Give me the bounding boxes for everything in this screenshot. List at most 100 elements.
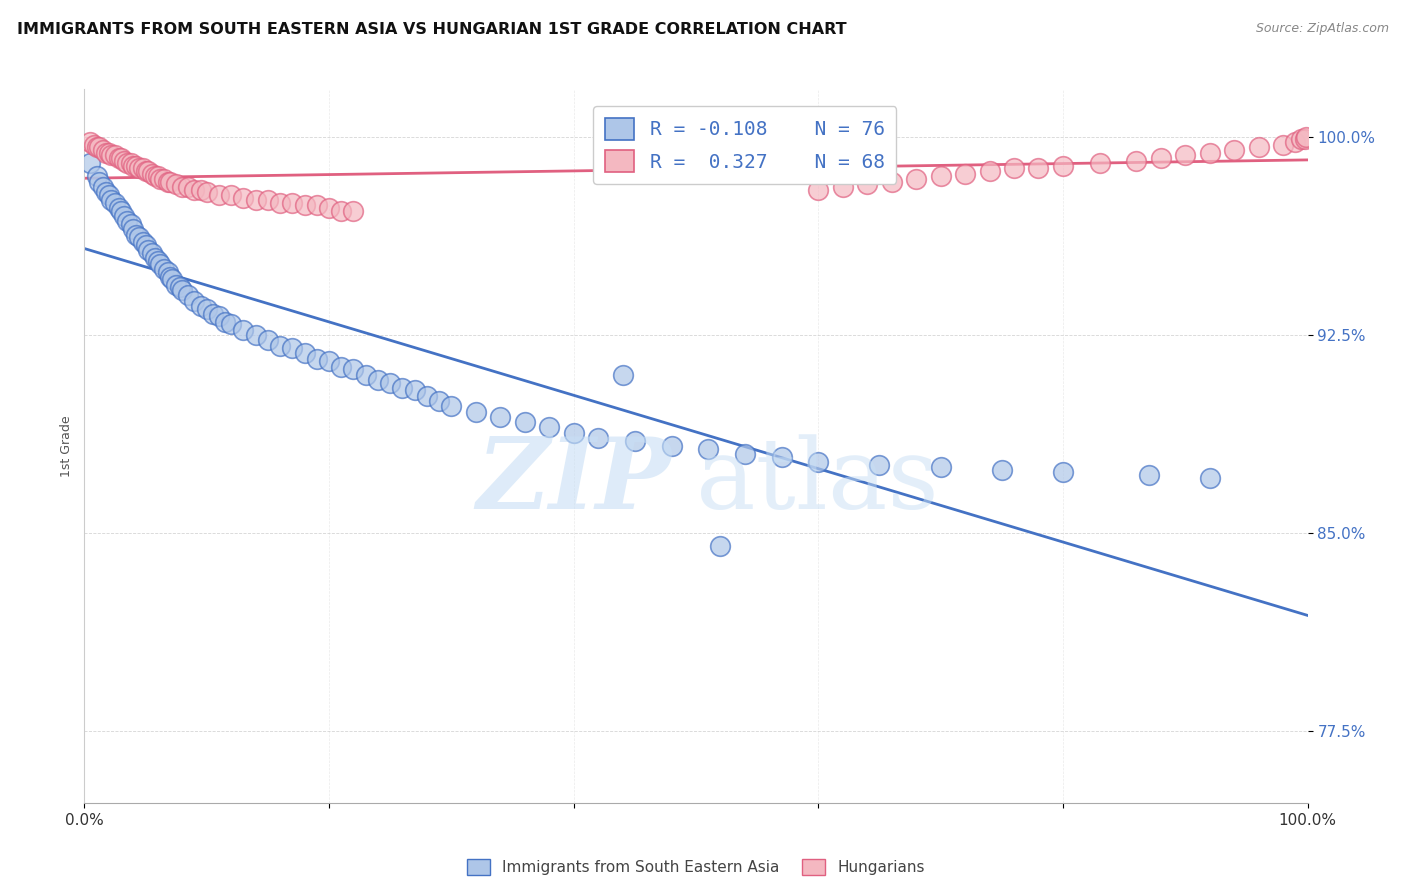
Point	[156, 264, 179, 278]
Point	[232, 323, 254, 337]
Point	[281, 341, 304, 355]
Point	[294, 346, 316, 360]
Point	[172, 283, 194, 297]
Point	[367, 373, 389, 387]
Point	[120, 156, 142, 170]
Point	[440, 400, 463, 414]
Point	[513, 415, 536, 429]
Point	[120, 217, 142, 231]
Point	[104, 195, 127, 210]
Point	[257, 193, 280, 207]
Point	[905, 172, 928, 186]
Point	[929, 169, 952, 184]
Point	[132, 161, 155, 176]
Point	[1052, 466, 1074, 480]
Point	[143, 252, 166, 266]
Point	[586, 431, 609, 445]
Point	[1125, 153, 1147, 168]
Point	[1088, 156, 1111, 170]
Point	[122, 222, 145, 236]
Point	[354, 368, 377, 382]
Point	[136, 244, 159, 258]
Point	[162, 272, 184, 286]
Point	[318, 354, 340, 368]
Point	[135, 164, 157, 178]
Point	[219, 318, 242, 332]
Point	[107, 151, 129, 165]
Point	[110, 203, 132, 218]
Point	[1198, 471, 1220, 485]
Point	[136, 164, 159, 178]
Point	[991, 463, 1014, 477]
Point	[1052, 159, 1074, 173]
Point	[1137, 468, 1160, 483]
Point	[153, 261, 176, 276]
Point	[110, 151, 132, 165]
Point	[734, 447, 756, 461]
Point	[149, 172, 172, 186]
Point	[100, 148, 122, 162]
Point	[538, 420, 561, 434]
Point	[856, 178, 879, 192]
Point	[190, 299, 212, 313]
Point	[97, 145, 120, 160]
Point	[156, 175, 179, 189]
Point	[100, 193, 122, 207]
Point	[269, 195, 291, 210]
Point	[416, 389, 439, 403]
Point	[1291, 132, 1313, 146]
Point	[330, 203, 353, 218]
Point	[1028, 161, 1050, 176]
Point	[1198, 145, 1220, 160]
Point	[1223, 143, 1246, 157]
Point	[159, 269, 181, 284]
Point	[135, 238, 157, 252]
Point	[149, 257, 172, 271]
Point	[464, 404, 486, 418]
Point	[183, 293, 205, 308]
Point	[83, 137, 105, 152]
Point	[201, 307, 224, 321]
Point	[1002, 161, 1025, 176]
Text: atlas: atlas	[696, 434, 939, 530]
Point	[807, 183, 830, 197]
Point	[91, 143, 114, 157]
Point	[1247, 140, 1270, 154]
Point	[269, 338, 291, 352]
Point	[612, 368, 634, 382]
Point	[96, 145, 118, 160]
Point	[257, 333, 280, 347]
Point	[107, 201, 129, 215]
Point	[143, 169, 166, 184]
Point	[91, 180, 114, 194]
Point	[153, 172, 176, 186]
Point	[128, 161, 150, 176]
Point	[391, 381, 413, 395]
Point	[169, 280, 191, 294]
Point	[128, 230, 150, 244]
Point	[1174, 148, 1197, 162]
Point	[87, 175, 110, 189]
Legend: Immigrants from South Eastern Asia, Hungarians: Immigrants from South Eastern Asia, Hung…	[461, 854, 931, 881]
Point	[305, 351, 328, 366]
Point	[697, 442, 720, 456]
Point	[232, 190, 254, 204]
Text: ZIP: ZIP	[477, 434, 672, 530]
Point	[1284, 135, 1306, 149]
Point	[132, 235, 155, 250]
Point	[165, 277, 187, 292]
Text: IMMIGRANTS FROM SOUTH EASTERN ASIA VS HUNGARIAN 1ST GRADE CORRELATION CHART: IMMIGRANTS FROM SOUTH EASTERN ASIA VS HU…	[17, 22, 846, 37]
Point	[86, 140, 108, 154]
Point	[177, 288, 200, 302]
Point	[953, 167, 976, 181]
Point	[661, 439, 683, 453]
Point	[146, 254, 169, 268]
Point	[219, 188, 242, 202]
Point	[380, 376, 402, 390]
Point	[96, 186, 118, 200]
Point	[183, 183, 205, 197]
Point	[208, 310, 231, 324]
Point	[125, 159, 148, 173]
Point	[125, 227, 148, 242]
Point	[208, 188, 231, 202]
